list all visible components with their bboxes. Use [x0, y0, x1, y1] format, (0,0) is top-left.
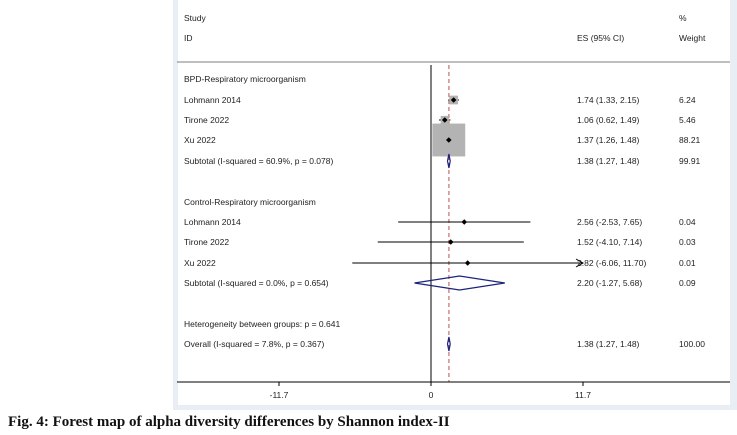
- header-percent: %: [679, 13, 687, 23]
- weight-text: 88.21: [679, 135, 701, 145]
- figure-caption: Fig. 4: Forest map of alpha diversity di…: [8, 414, 450, 430]
- weight-text: 0.03: [679, 237, 696, 247]
- panel-border-left: [173, 0, 178, 410]
- es-ci-text: 1.74 (1.33, 2.15): [577, 95, 640, 105]
- es-ci-text: 1.37 (1.26, 1.48): [577, 135, 640, 145]
- x-tick-label: 0: [429, 390, 434, 400]
- subtotal-diamond: [414, 275, 505, 291]
- weight-text: 5.46: [679, 115, 696, 125]
- weight-text: 0.01: [679, 258, 696, 268]
- header-study: Study: [184, 13, 206, 23]
- subtotal-label: Subtotal (I-squared = 60.9%, p = 0.078): [184, 156, 333, 166]
- x-tick-label: -11.7: [270, 390, 289, 400]
- study-label: Tirone 2022: [184, 115, 229, 125]
- left-margin: [0, 0, 173, 410]
- es-ci-text: 2.56 (-2.53, 7.65): [577, 217, 642, 227]
- group-label: BPD-Respiratory microorganism: [184, 74, 306, 84]
- subtotal-es-text: 2.20 (-1.27, 5.68): [577, 278, 642, 288]
- panel-border-right: [730, 0, 737, 410]
- subtotal-es-text: 1.38 (1.27, 1.48): [577, 156, 640, 166]
- ci-arrow: [575, 258, 585, 268]
- header-es: ES (95% CI): [577, 33, 624, 43]
- point-estimate: [461, 219, 468, 225]
- point-estimate: [464, 260, 471, 266]
- weight-text: 0.04: [679, 217, 696, 227]
- overall-weight-text: 100.00: [679, 339, 705, 349]
- overall-label: Overall (I-squared = 7.8%, p = 0.367): [184, 339, 324, 349]
- es-ci-text: 2.82 (-6.06, 11.70): [577, 258, 646, 268]
- overall-es-text: 1.38 (1.27, 1.48): [577, 339, 640, 349]
- es-ci-text: 1.06 (0.62, 1.49): [577, 115, 640, 125]
- overall-diamond: [446, 336, 451, 352]
- study-label: Tirone 2022: [184, 237, 229, 247]
- weight-text: 6.24: [679, 95, 696, 105]
- point-estimate: [445, 137, 452, 143]
- x-tick-label: 11.7: [575, 390, 591, 400]
- heterogeneity-text: Heterogeneity between groups: p = 0.641: [184, 319, 340, 329]
- subtotal-label: Subtotal (I-squared = 0.0%, p = 0.654): [184, 278, 329, 288]
- subtotal-weight-text: 99.91: [679, 156, 701, 166]
- study-label: Lohmann 2014: [184, 95, 241, 105]
- header-weight: Weight: [679, 33, 706, 43]
- plot-panel: [173, 0, 736, 410]
- study-label: Xu 2022: [184, 258, 216, 268]
- subtotal-weight-text: 0.09: [679, 278, 696, 288]
- point-estimate: [447, 239, 454, 245]
- panel-border-bottom: [173, 405, 737, 410]
- point-estimate: [450, 97, 457, 103]
- group-label: Control-Respiratory microorganism: [184, 197, 316, 207]
- header-id: ID: [184, 33, 193, 43]
- study-label: Lohmann 2014: [184, 217, 241, 227]
- es-ci-text: 1.52 (-4.10, 7.14): [577, 237, 642, 247]
- study-label: Xu 2022: [184, 135, 216, 145]
- point-estimate: [441, 117, 448, 123]
- subtotal-diamond: [446, 153, 451, 169]
